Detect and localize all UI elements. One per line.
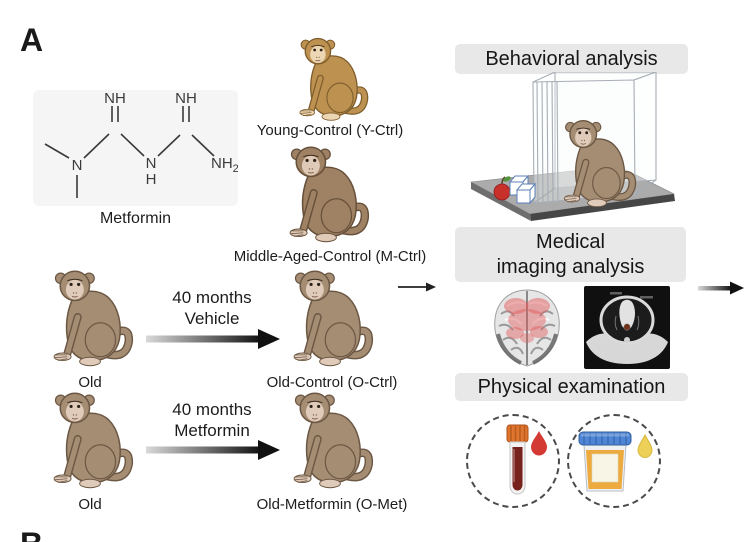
metformin-gradient-arrow: [146, 440, 280, 460]
medical-imaging-header-line2: imaging analysis: [496, 256, 645, 278]
metformin-treatment-label: 40 months Metformin: [142, 399, 282, 441]
vehicle-agent: Vehicle: [184, 309, 240, 328]
middle-aged-control-label: Middle-Aged-Control (M-Ctrl): [233, 248, 427, 265]
atom-n-tertiary: N: [72, 157, 83, 174]
ct-scan-icon: [584, 286, 670, 369]
atom-h-center: H: [146, 171, 157, 188]
brain-scan-icon: [494, 289, 560, 367]
flow-arrow-to-analyses: [398, 282, 436, 292]
old-metformin-monkey-illustration: [282, 388, 378, 492]
young-control-label: Young-Control (Y-Ctrl): [256, 122, 404, 139]
old-label-bottom: Old: [78, 496, 102, 513]
metformin-structure-figure: NH NH N N H NH2: [33, 90, 238, 206]
metformin-structure-icon: NH NH N N H NH2: [44, 90, 238, 198]
urine-drop-icon: [637, 433, 653, 458]
atom-n-center: N: [146, 155, 157, 172]
atom-imine-left: NH: [104, 90, 126, 107]
flow-arrow-output: [698, 281, 744, 295]
blood-tube-icon: [506, 424, 547, 495]
blood-drop-icon: [531, 431, 547, 456]
vehicle-gradient-arrow: [146, 329, 280, 349]
metformin-caption: Metformin: [99, 210, 172, 227]
urine-sample-icon: [567, 414, 661, 508]
vehicle-treatment-label: 40 months Vehicle: [142, 287, 282, 329]
young-monkey-illustration: [290, 34, 372, 124]
metformin-duration: 40 months: [172, 400, 252, 419]
middle-aged-monkey-illustration: [278, 142, 374, 246]
medical-imaging-header: Medical imaging analysis: [455, 227, 686, 282]
old-control-label: Old-Control (O-Ctrl): [266, 374, 398, 391]
atom-amine: NH2: [211, 155, 238, 175]
vehicle-duration: 40 months: [172, 288, 252, 307]
physical-exam-header: Physical examination: [455, 373, 688, 401]
panel-a-label: A: [20, 22, 44, 58]
behavioral-analysis-header: Behavioral analysis: [455, 44, 688, 74]
panel-b-label: B: [20, 528, 43, 542]
urine-cup-icon: [578, 431, 653, 492]
test-cubes-icon: [508, 174, 537, 205]
atom-imine-right: NH: [175, 90, 197, 107]
old-metformin-label: Old-Metformin (O-Met): [256, 496, 408, 513]
medical-imaging-header-line1: Medical: [536, 231, 605, 253]
old-monkey-top-illustration: [42, 266, 138, 370]
blood-sample-icon: [466, 414, 560, 508]
old-label-top: Old: [78, 374, 102, 391]
old-monkey-bottom-illustration: [42, 388, 138, 492]
metformin-agent: Metformin: [174, 421, 250, 440]
old-control-monkey-illustration: [282, 266, 378, 370]
behavioral-test-illustration: [470, 72, 675, 221]
